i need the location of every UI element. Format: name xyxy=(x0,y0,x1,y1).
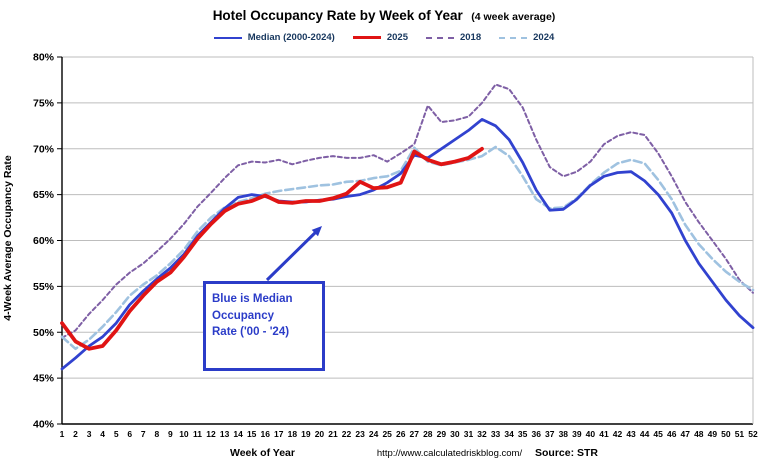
x-tick-label: 38 xyxy=(559,429,569,439)
x-tick-label: 44 xyxy=(640,429,650,439)
legend-item-2024: 2024 xyxy=(499,32,554,43)
chart-title-main: Hotel Occupancy Rate by Week of Year xyxy=(212,8,463,23)
y-tick-label: 55% xyxy=(33,281,55,293)
legend: Median (2000-2024) 2025 2018 2024 xyxy=(0,32,768,43)
x-tick-label: 35 xyxy=(518,429,528,439)
x-tick-label: 1 xyxy=(60,429,65,439)
x-tick-label: 22 xyxy=(342,429,352,439)
x-tick-label: 7 xyxy=(141,429,146,439)
legend-swatch xyxy=(425,36,454,39)
x-tick-label: 41 xyxy=(599,429,609,439)
x-tick-label: 37 xyxy=(545,429,555,439)
x-tick-label: 36 xyxy=(531,429,541,439)
x-tick-label: 32 xyxy=(477,429,487,439)
annotation-line-3: Rate ('00 - '24) xyxy=(212,326,290,339)
x-tick-label: 15 xyxy=(247,429,257,439)
x-tick-label: 13 xyxy=(220,429,230,439)
annotation-box: Blue is Median Occupancy Rate ('00 - '24… xyxy=(203,281,325,371)
legend-label: Median (2000-2024) xyxy=(247,32,335,43)
legend-swatch xyxy=(213,36,242,39)
x-tick-label: 10 xyxy=(179,429,189,439)
series-line-2025 xyxy=(60,146,484,351)
x-tick-label: 3 xyxy=(87,429,92,439)
legend-label: 2025 xyxy=(386,32,408,43)
x-tick-label: 34 xyxy=(504,429,514,439)
footer-url: http://www.calculatedriskblog.com/ xyxy=(376,448,523,459)
x-tick-label: 50 xyxy=(721,429,731,439)
legend-item-2025: 2025 xyxy=(352,32,408,43)
legend-label: 2018 xyxy=(459,32,482,43)
x-tick-label: 26 xyxy=(396,429,406,439)
x-tick-label: 21 xyxy=(328,429,338,439)
x-tick-label: 33 xyxy=(491,429,501,439)
annotation-arrow-line xyxy=(265,228,320,282)
legend-swatch xyxy=(499,36,528,39)
x-tick-label: 17 xyxy=(274,429,284,439)
x-tick-label: 30 xyxy=(450,429,460,439)
y-tick-label: 40% xyxy=(33,419,55,431)
x-tick-label: 2 xyxy=(73,429,78,439)
annotation-arrow-head xyxy=(311,226,322,237)
x-tick-label: 6 xyxy=(127,429,132,439)
y-tick-label: 45% xyxy=(33,373,55,385)
x-tick-label: 20 xyxy=(315,429,325,439)
x-tick-label: 40 xyxy=(586,429,596,439)
source-label: Source: STR xyxy=(535,447,599,459)
x-tick-label: 39 xyxy=(572,429,582,439)
x-tick-label: 27 xyxy=(410,429,420,439)
x-tick-label: 16 xyxy=(261,429,271,439)
x-tick-label: 23 xyxy=(355,429,365,439)
x-tick-label: 28 xyxy=(423,429,433,439)
x-tick-label: 29 xyxy=(437,429,447,439)
x-tick-label: 4 xyxy=(100,429,105,439)
legend-swatch xyxy=(352,36,381,39)
y-tick-label: 60% xyxy=(33,235,55,247)
x-tick-label: 49 xyxy=(708,429,718,439)
y-tick-label: 75% xyxy=(33,97,55,109)
annotation-line-1: Blue is Median xyxy=(212,293,293,305)
x-tick-label: 18 xyxy=(288,429,298,439)
legend-item-median-2000-2024-: Median (2000-2024) xyxy=(213,32,335,43)
x-tick-label: 25 xyxy=(382,429,392,439)
x-tick-label: 31 xyxy=(464,429,474,439)
x-tick-label: 48 xyxy=(694,429,704,439)
x-tick-label: 42 xyxy=(613,429,623,439)
x-tick-label: 52 xyxy=(748,429,758,439)
x-tick-label: 45 xyxy=(653,429,663,439)
x-tick-label: 46 xyxy=(667,429,677,439)
x-tick-label: 14 xyxy=(233,429,243,439)
y-tick-label: 70% xyxy=(33,143,55,155)
x-tick-label: 11 xyxy=(193,429,202,439)
x-tick-label: 5 xyxy=(114,429,119,439)
y-tick-label: 65% xyxy=(33,189,55,201)
chart-title-suffix: (4 week average) xyxy=(471,11,556,23)
series-line-2024 xyxy=(60,145,755,351)
x-tick-label: 51 xyxy=(735,429,745,439)
x-tick-label: 19 xyxy=(301,429,311,439)
x-tick-label: 9 xyxy=(168,429,173,439)
annotation-line-2: Occupancy xyxy=(212,309,274,322)
chart-title: Hotel Occupancy Rate by Week of Year (4 … xyxy=(0,7,768,25)
x-axis-title: Week of Year xyxy=(230,447,295,459)
legend-label: 2024 xyxy=(533,32,555,43)
series-line-2018 xyxy=(61,83,754,339)
y-tick-label: 80% xyxy=(33,52,55,64)
x-tick-label: 8 xyxy=(154,429,159,439)
x-tick-label: 24 xyxy=(369,429,379,439)
legend-item-2018: 2018 xyxy=(425,32,482,43)
y-tick-label: 50% xyxy=(33,327,55,339)
x-tick-label: 47 xyxy=(681,429,691,439)
x-tick-label: 43 xyxy=(626,429,636,439)
y-axis-title: 4-Week Average Occupancy Rate xyxy=(2,155,14,321)
x-tick-label: 12 xyxy=(206,429,216,439)
